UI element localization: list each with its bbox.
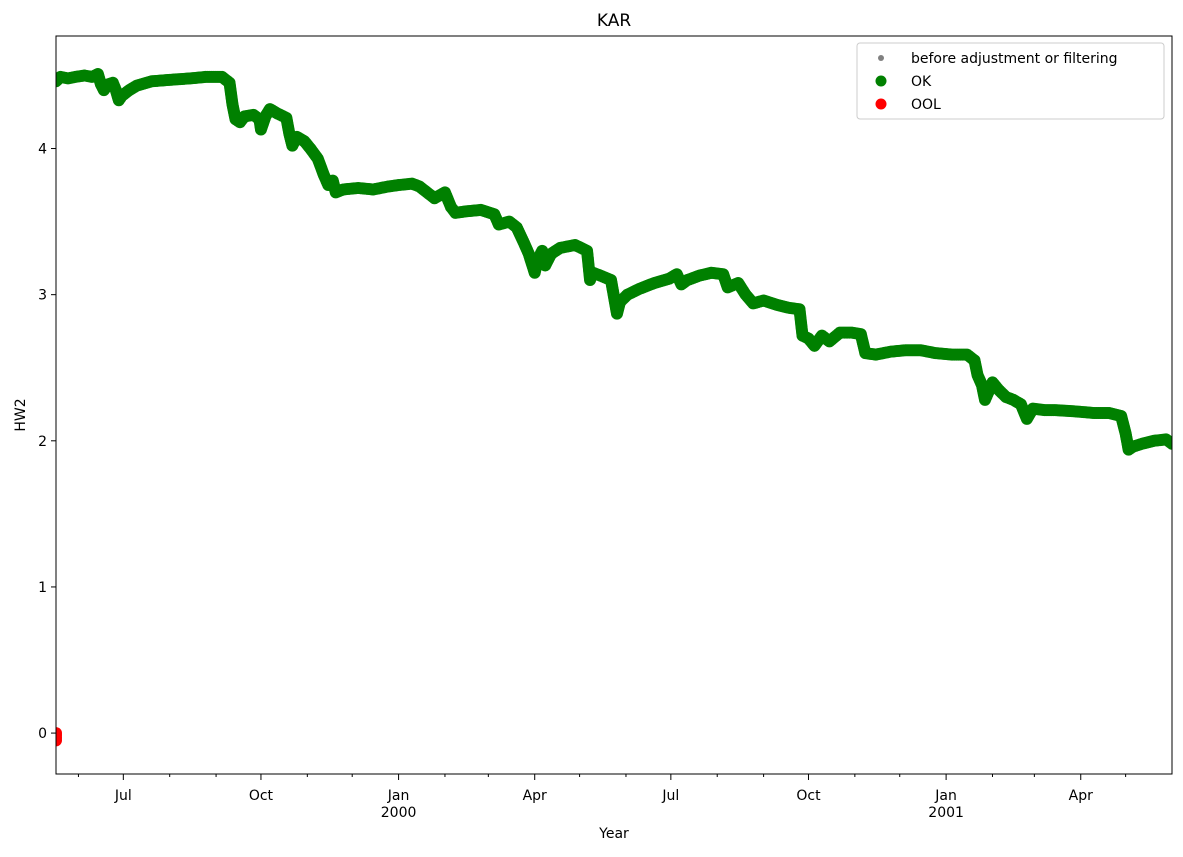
y-tick-label: 1 xyxy=(38,580,47,596)
y-axis-label: HW2 xyxy=(13,398,29,431)
legend-label: OOL xyxy=(911,97,941,113)
legend-marker xyxy=(875,75,887,87)
legend-label: before adjustment or filtering xyxy=(911,51,1118,67)
x-tick-label: Jan xyxy=(387,788,410,804)
x-tick-label: Apr xyxy=(1069,788,1093,804)
series-ool xyxy=(56,727,62,747)
x-tick-label: Jul xyxy=(114,788,132,804)
x-axis-label: Year xyxy=(598,826,629,842)
x-tick-label: Oct xyxy=(796,788,821,804)
data-point xyxy=(56,734,62,747)
y-tick-label: 3 xyxy=(38,288,47,304)
x-tick-label: Apr xyxy=(523,788,547,804)
axes-frame xyxy=(55,35,1173,775)
data-point xyxy=(1166,437,1172,450)
plot-area xyxy=(56,67,1172,747)
y-tick-label: 4 xyxy=(38,142,47,158)
x-tick-label: Jul xyxy=(661,788,679,804)
legend: before adjustment or filtering OK OOL xyxy=(856,42,1165,120)
chart-title: KAR xyxy=(597,11,631,31)
x-tick-year-label: 2001 xyxy=(928,805,964,821)
x-tick-year-label: 2000 xyxy=(381,805,417,821)
series-ok xyxy=(56,67,1172,456)
y-tick-label: 0 xyxy=(38,726,47,742)
legend-box xyxy=(856,42,1165,120)
legend-label: OK xyxy=(911,74,932,90)
legend-marker xyxy=(878,55,884,61)
x-tick-label: Oct xyxy=(249,788,274,804)
y-tick-label: 2 xyxy=(38,434,47,450)
legend-marker xyxy=(875,98,887,110)
x-tick-label: Jan xyxy=(934,788,957,804)
